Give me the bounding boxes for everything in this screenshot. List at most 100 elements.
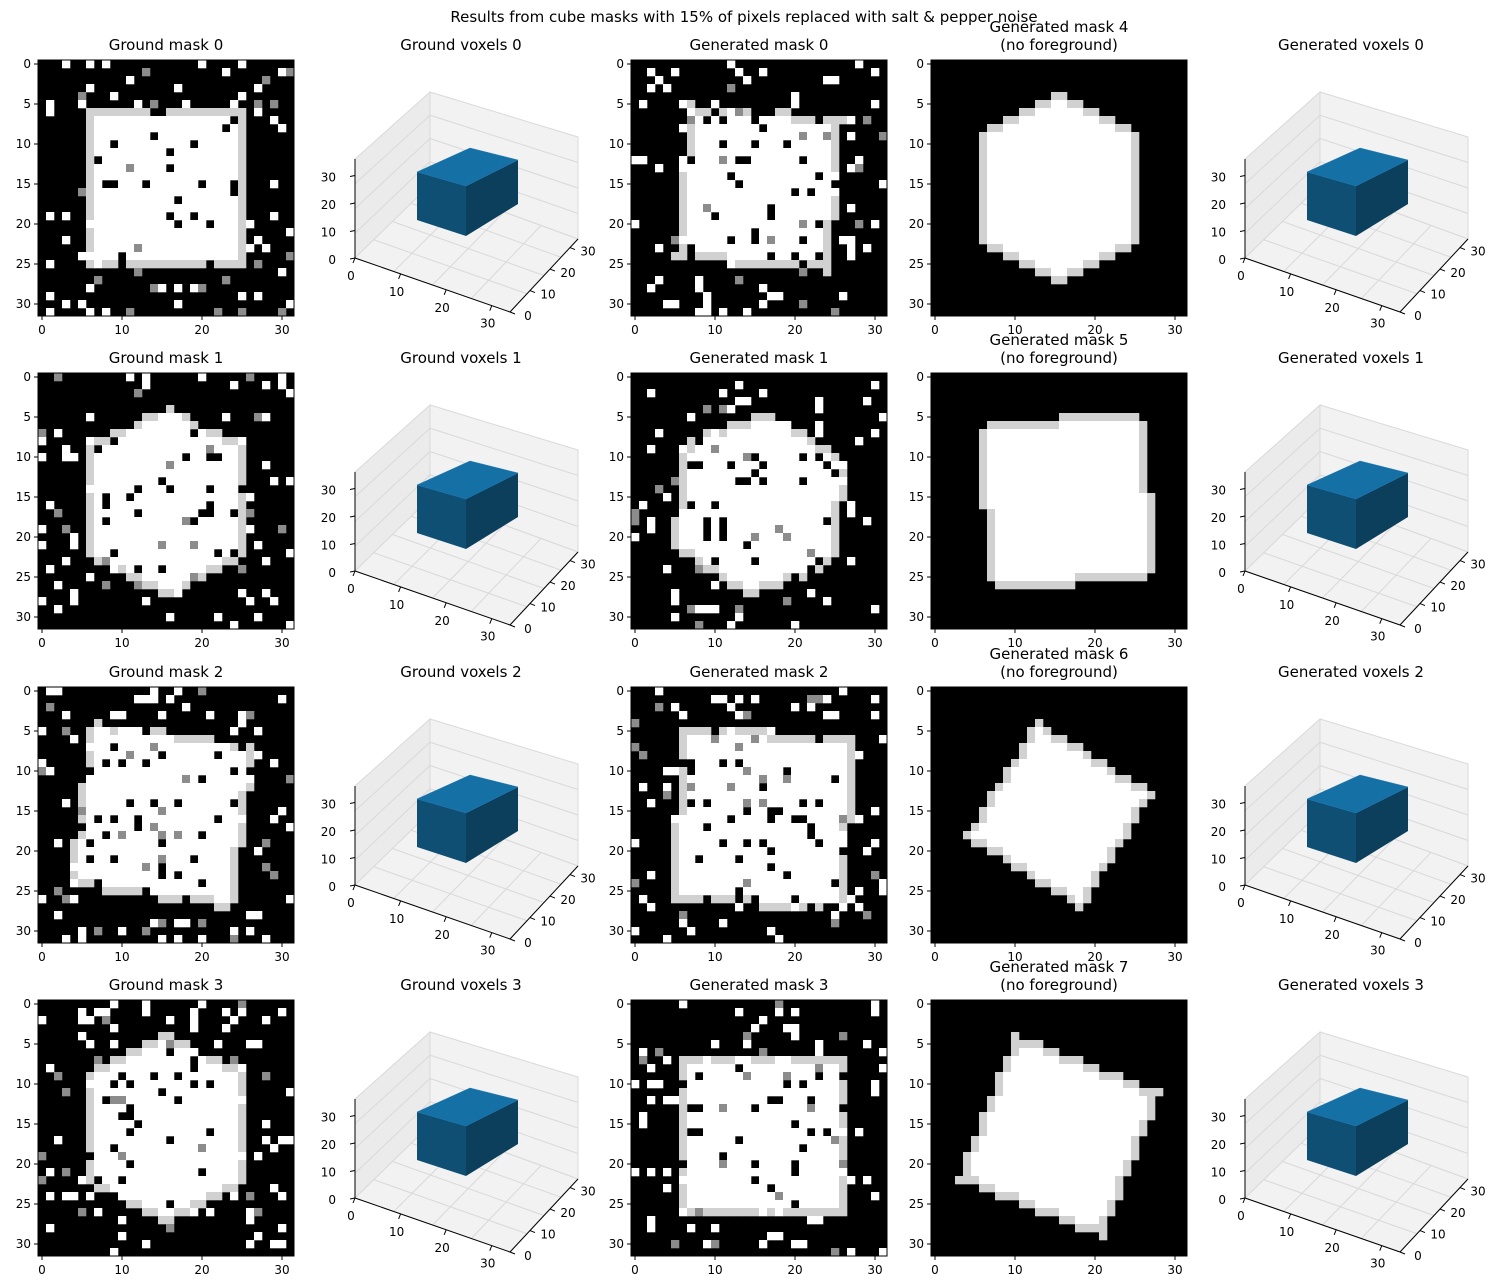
generated-mask-pixel	[783, 517, 792, 526]
ground-mask-pixel	[142, 1192, 151, 1201]
generated-mask-pixel	[767, 413, 776, 422]
ground-mask-pixel	[126, 124, 135, 133]
generated-mask-pixel	[711, 895, 720, 904]
generated-mask-clean-pixel	[1019, 244, 1028, 253]
generated-mask-pixel	[751, 1024, 760, 1033]
ground-mask-pixel	[174, 148, 183, 157]
ground-mask-pixel	[238, 148, 247, 157]
ground-mask-pixel	[46, 565, 55, 574]
ground-mask-pixel	[198, 252, 207, 261]
generated-mask-clean-pixel	[1011, 429, 1020, 438]
panel-title: Generated mask 5	[990, 331, 1129, 349]
generated-mask-clean-pixel	[1067, 477, 1076, 486]
generated-mask-pixel	[839, 493, 848, 502]
generated-mask-pixel	[695, 565, 704, 574]
ground-voxels-ytick-label: 20	[560, 579, 575, 593]
ground-mask-pixel	[190, 565, 199, 574]
generated-mask-pixel	[791, 445, 800, 454]
generated-mask-pixel	[631, 719, 640, 728]
ground-voxels-ztick-label: 20	[321, 825, 336, 839]
generated-mask-clean-pixel	[1075, 485, 1084, 494]
ground-mask-pixel	[238, 501, 247, 510]
ground-mask-pixel	[86, 1160, 95, 1169]
generated-mask-pixel	[687, 541, 696, 550]
generated-voxels-ytick-label: 10	[1430, 601, 1445, 615]
ground-mask-pixel	[230, 108, 239, 117]
ground-mask-pixel	[262, 381, 271, 390]
generated-mask-pixel	[759, 855, 768, 864]
generated-voxels-ytick	[1439, 895, 1446, 899]
ground-mask-pixel	[190, 549, 199, 558]
ground-mask-pixel	[230, 1064, 239, 1073]
generated-mask-pixel	[815, 775, 824, 784]
generated-mask-pixel	[695, 541, 704, 550]
ground-mask-pixel	[94, 847, 103, 856]
ground-mask-pixel	[142, 839, 151, 848]
ground-mask-pixel	[254, 751, 263, 760]
ground-mask-pixel	[174, 485, 183, 494]
generated-mask-pixel	[743, 1080, 752, 1089]
generated-mask-pixel	[719, 565, 728, 574]
generated-mask-pixel	[815, 485, 824, 494]
generated-mask-ytick-label: 30	[609, 924, 624, 938]
ground-mask-ytick-label: 5	[23, 724, 31, 738]
generated-voxels-ztick	[1239, 515, 1246, 518]
generated-mask-pixel	[679, 244, 688, 253]
generated-mask-clean-pixel	[995, 429, 1004, 438]
generated-mask-pixel	[687, 783, 696, 792]
generated-voxels-xtick	[1242, 570, 1246, 577]
generated-mask-clean-pixel	[1019, 437, 1028, 446]
ground-mask-pixel	[174, 751, 183, 760]
generated-mask-pixel	[839, 903, 848, 912]
generated-mask-clean-pixel	[1027, 549, 1036, 558]
ground-mask-pixel	[102, 1072, 111, 1081]
ground-mask-pixel	[230, 1160, 239, 1169]
generated-mask-pixel	[767, 244, 776, 253]
generated-mask-pixel	[655, 1048, 664, 1057]
generated-mask-clean-pixel	[1083, 855, 1092, 864]
generated-mask-pixel	[711, 807, 720, 816]
generated-mask-clean-pixel	[1067, 453, 1076, 462]
generated-mask-clean-pixel	[1067, 525, 1076, 534]
generated-mask-pixel	[847, 116, 856, 125]
generated-mask-pixel	[759, 212, 768, 221]
ground-voxels-ytick	[529, 1230, 536, 1233]
ground-mask-pixel	[150, 469, 159, 478]
ground-mask-pixel	[230, 1112, 239, 1121]
generated-mask-pixel	[767, 743, 776, 752]
generated-mask-pixel	[807, 252, 816, 261]
generated-mask-pixel	[647, 871, 656, 880]
generated-mask-pixel	[727, 847, 736, 856]
generated-mask-pixel	[719, 895, 728, 904]
ground-mask-pixel	[134, 252, 143, 261]
generated-mask-clean-pixel	[1027, 108, 1036, 117]
generated-voxels-xtick-label: 30	[1370, 317, 1385, 331]
ground-mask-pixel	[198, 429, 207, 438]
ground-mask-pixel	[118, 164, 127, 173]
ground-mask-pixel	[270, 597, 279, 606]
generated-mask-pixel	[751, 1128, 760, 1137]
generated-voxels-cube-front	[1307, 485, 1356, 549]
ground-mask-pixel	[70, 879, 79, 888]
ground-mask-pixel	[86, 60, 95, 69]
generated-mask-pixel	[791, 751, 800, 760]
generated-mask-pixel	[679, 871, 688, 880]
ground-mask-pixel	[102, 783, 111, 792]
generated-mask-pixel	[719, 252, 728, 261]
generated-mask-pixel	[719, 1120, 728, 1129]
generated-mask-pixel	[751, 445, 760, 454]
generated-mask-clean-pixel	[1043, 116, 1052, 125]
generated-mask-clean-pixel	[1027, 421, 1036, 430]
generated-mask-clean-pixel	[1147, 517, 1156, 526]
generated-mask-clean-pixel	[1003, 236, 1012, 245]
generated-mask-pixel	[719, 501, 728, 510]
ground-mask-pixel	[158, 1128, 167, 1137]
generated-mask-clean-pixel	[1043, 437, 1052, 446]
generated-mask-clean-pixel	[1115, 557, 1124, 566]
generated-mask-clean-pixel	[1067, 581, 1076, 590]
generated-mask-clean-pixel	[1091, 204, 1100, 213]
generated-mask-clean-pixel	[1067, 823, 1076, 832]
generated-mask-pixel	[759, 429, 768, 438]
generated-mask-pixel	[807, 485, 816, 494]
